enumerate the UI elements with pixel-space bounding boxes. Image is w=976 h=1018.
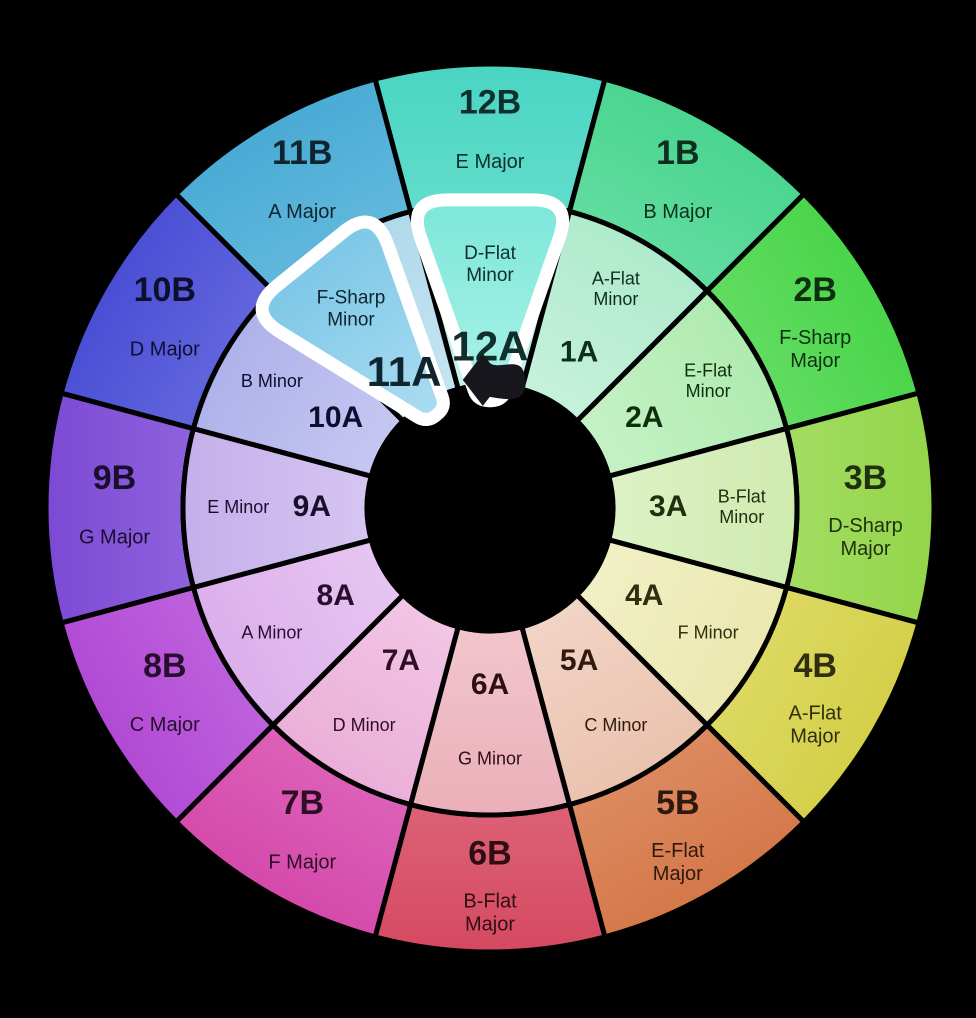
- svg-text:F Minor: F Minor: [678, 623, 739, 643]
- svg-text:Major: Major: [790, 725, 840, 747]
- svg-text:F-Sharp: F-Sharp: [779, 327, 851, 349]
- svg-text:9A: 9A: [293, 490, 331, 523]
- svg-text:F-Sharp: F-Sharp: [317, 288, 386, 309]
- svg-text:8A: 8A: [317, 579, 355, 612]
- svg-text:2A: 2A: [625, 401, 663, 434]
- svg-text:5B: 5B: [656, 784, 699, 822]
- svg-text:A Major: A Major: [268, 201, 336, 223]
- svg-text:B-Flat: B-Flat: [718, 486, 766, 506]
- svg-text:3A: 3A: [649, 490, 687, 523]
- svg-text:D Major: D Major: [130, 338, 200, 360]
- svg-text:Major: Major: [653, 863, 703, 885]
- svg-text:10A: 10A: [308, 401, 363, 434]
- svg-text:Minor: Minor: [466, 265, 514, 286]
- svg-text:12A: 12A: [451, 322, 528, 369]
- svg-text:E-Flat: E-Flat: [651, 840, 705, 862]
- svg-text:4A: 4A: [625, 579, 663, 612]
- svg-text:11A: 11A: [367, 348, 442, 395]
- svg-text:Minor: Minor: [686, 381, 731, 401]
- svg-text:B Major: B Major: [643, 201, 712, 223]
- svg-text:A-Flat: A-Flat: [592, 268, 640, 288]
- svg-text:F Major: F Major: [268, 851, 336, 873]
- svg-text:G Minor: G Minor: [458, 749, 522, 769]
- svg-text:E-Flat: E-Flat: [684, 361, 732, 381]
- svg-text:1B: 1B: [656, 134, 699, 172]
- svg-text:B Minor: B Minor: [241, 371, 303, 391]
- svg-text:Major: Major: [840, 538, 890, 560]
- svg-text:B-Flat: B-Flat: [463, 890, 517, 912]
- svg-text:11B: 11B: [272, 134, 333, 172]
- svg-text:5A: 5A: [560, 644, 598, 677]
- svg-text:2B: 2B: [793, 271, 836, 309]
- svg-text:Major: Major: [465, 913, 515, 935]
- svg-text:7B: 7B: [281, 784, 324, 822]
- svg-text:8B: 8B: [143, 647, 186, 685]
- svg-text:C Minor: C Minor: [584, 715, 647, 735]
- svg-text:E Major: E Major: [456, 151, 525, 173]
- svg-text:9B: 9B: [93, 459, 136, 497]
- svg-text:D-Flat: D-Flat: [464, 243, 516, 264]
- svg-text:A Minor: A Minor: [241, 623, 302, 643]
- svg-text:Minor: Minor: [327, 309, 375, 330]
- svg-text:Minor: Minor: [593, 289, 638, 309]
- svg-text:C Major: C Major: [130, 714, 200, 736]
- svg-text:3B: 3B: [844, 459, 887, 497]
- svg-text:10B: 10B: [134, 271, 196, 309]
- svg-text:A-Flat: A-Flat: [789, 702, 843, 724]
- svg-text:E Minor: E Minor: [207, 497, 269, 517]
- svg-text:D Minor: D Minor: [333, 715, 396, 735]
- svg-text:G Major: G Major: [79, 526, 150, 548]
- svg-text:Major: Major: [790, 350, 840, 372]
- svg-text:6B: 6B: [468, 834, 511, 872]
- svg-text:1A: 1A: [560, 336, 598, 369]
- svg-text:4B: 4B: [793, 647, 836, 685]
- svg-text:7A: 7A: [382, 644, 420, 677]
- svg-text:D-Sharp: D-Sharp: [828, 515, 902, 537]
- svg-text:6A: 6A: [471, 668, 509, 701]
- svg-text:12B: 12B: [459, 83, 521, 121]
- svg-text:Minor: Minor: [719, 507, 764, 527]
